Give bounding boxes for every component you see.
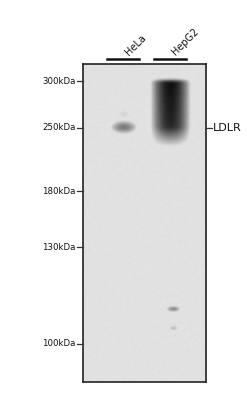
- Text: 300kDa: 300kDa: [42, 77, 75, 86]
- Text: 250kDa: 250kDa: [42, 123, 75, 132]
- Text: HepG2: HepG2: [170, 26, 200, 57]
- Text: 130kDa: 130kDa: [42, 243, 75, 252]
- Text: 100kDa: 100kDa: [42, 339, 75, 348]
- Text: LDLR: LDLR: [213, 122, 242, 132]
- Text: 180kDa: 180kDa: [42, 187, 75, 196]
- Text: HeLa: HeLa: [123, 32, 148, 57]
